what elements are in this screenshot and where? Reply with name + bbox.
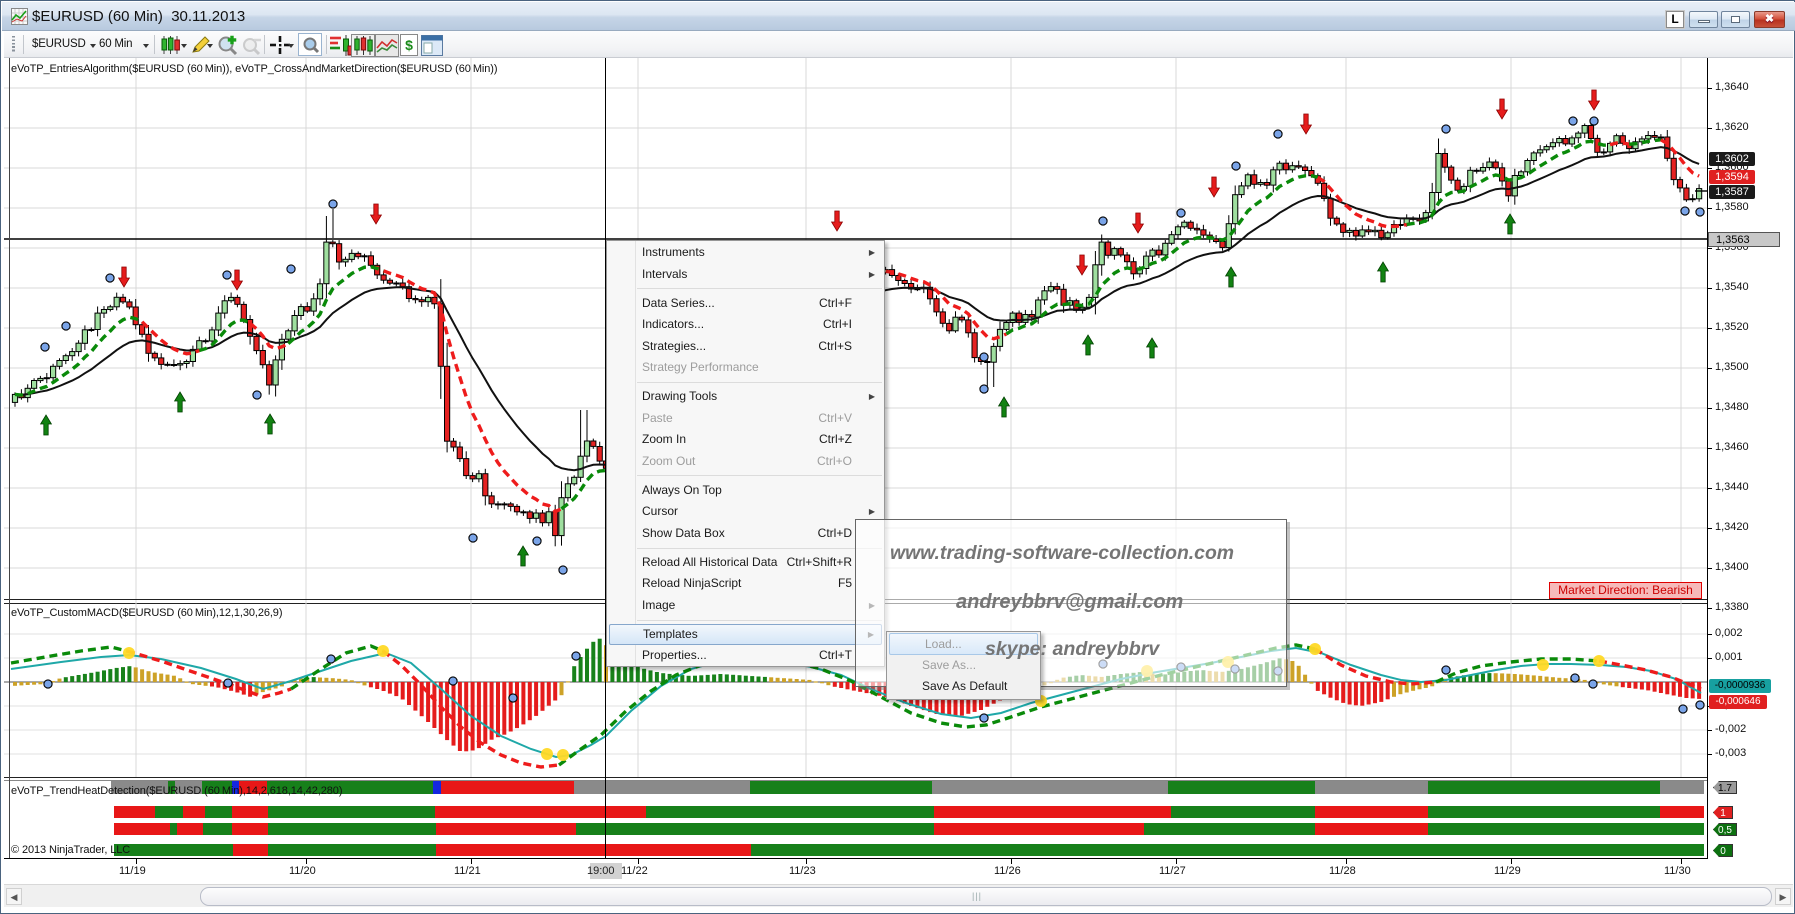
svg-text:$: $ (405, 37, 413, 53)
